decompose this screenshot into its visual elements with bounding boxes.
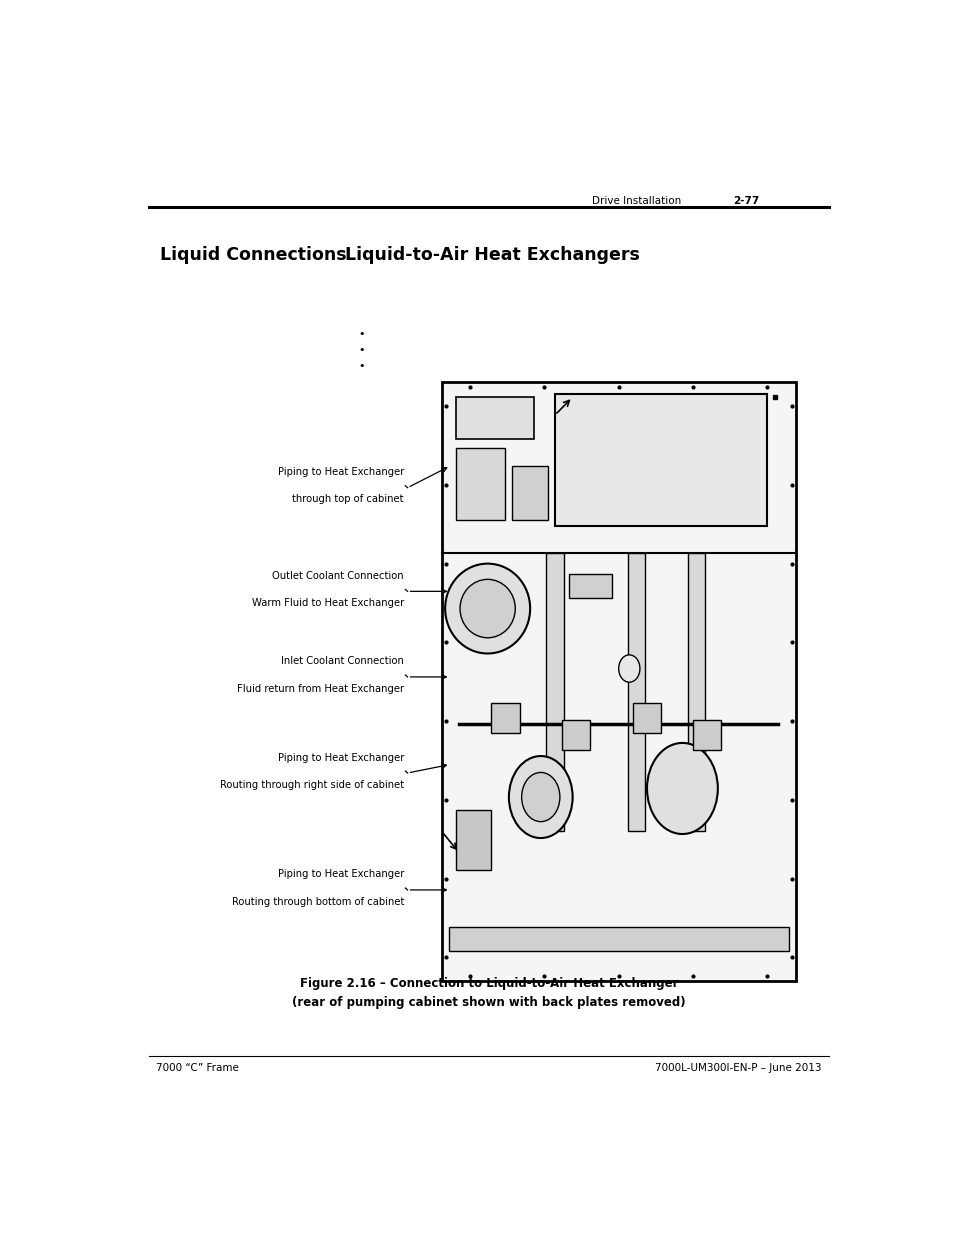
Text: Figure 2.16 – Connection to Liquid-to-Air Heat Exchanger: Figure 2.16 – Connection to Liquid-to-Ai… [299, 977, 678, 989]
Text: Outlet Coolant Connection: Outlet Coolant Connection [272, 571, 403, 580]
Text: Piping to Heat Exchanger: Piping to Heat Exchanger [277, 467, 403, 477]
Text: Piping to Heat Exchanger: Piping to Heat Exchanger [277, 869, 403, 879]
Bar [687, 553, 704, 831]
Bar [456, 810, 491, 869]
Ellipse shape [445, 563, 530, 653]
Text: Piping to Heat Exchanger: Piping to Heat Exchanger [277, 752, 403, 762]
Text: 7000L-UM300I-EN-P – June 2013: 7000L-UM300I-EN-P – June 2013 [655, 1063, 821, 1073]
Bar [627, 553, 644, 831]
Text: Liquid-to-Air Heat Exchangers: Liquid-to-Air Heat Exchangers [344, 246, 639, 264]
Circle shape [646, 743, 717, 834]
Bar [545, 553, 563, 831]
Circle shape [618, 655, 639, 682]
Bar [555, 394, 766, 526]
Bar [441, 382, 795, 982]
Circle shape [521, 772, 559, 821]
Text: •: • [358, 329, 365, 338]
Circle shape [508, 756, 572, 839]
Bar [512, 466, 547, 520]
Text: Warm Fluid to Heat Exchanger: Warm Fluid to Heat Exchanger [252, 598, 403, 608]
Text: •: • [358, 345, 365, 354]
Text: •: • [358, 361, 365, 370]
Text: 7000 “C” Frame: 7000 “C” Frame [156, 1063, 239, 1073]
Ellipse shape [459, 579, 515, 637]
Bar [692, 720, 720, 750]
Text: Inlet Coolant Connection: Inlet Coolant Connection [281, 657, 403, 667]
Bar [448, 927, 788, 951]
Bar [632, 703, 660, 732]
Text: 2-77: 2-77 [732, 195, 759, 205]
Text: Drive Installation: Drive Installation [591, 195, 680, 205]
Text: Routing through right side of cabinet: Routing through right side of cabinet [219, 779, 403, 789]
Text: through top of cabinet: through top of cabinet [292, 494, 403, 504]
Bar [569, 574, 611, 598]
Text: Fluid return from Heat Exchanger: Fluid return from Heat Exchanger [236, 684, 403, 694]
Text: (rear of pumping cabinet shown with back plates removed): (rear of pumping cabinet shown with back… [292, 995, 685, 1009]
Bar [456, 398, 533, 440]
Text: Liquid Connections: Liquid Connections [160, 246, 346, 264]
Text: Routing through bottom of cabinet: Routing through bottom of cabinet [232, 897, 403, 906]
Bar [491, 703, 519, 732]
Bar [456, 448, 505, 520]
Bar [561, 720, 590, 750]
